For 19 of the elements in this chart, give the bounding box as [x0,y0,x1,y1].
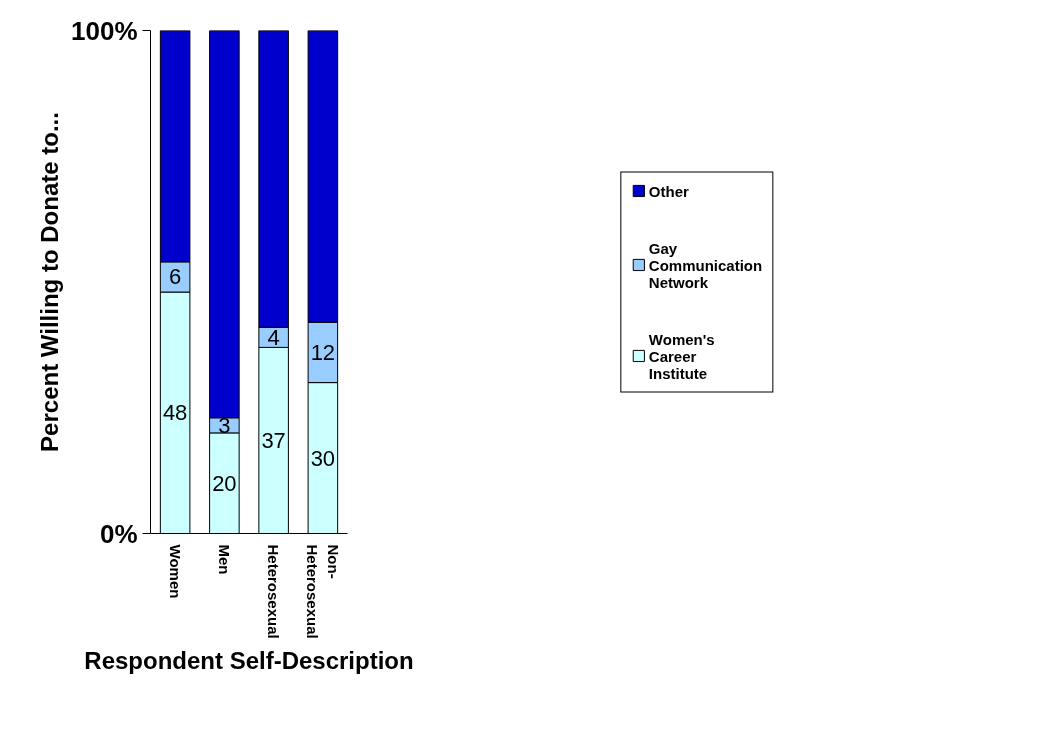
data-label: 6 [169,264,182,290]
legend-label: Gay Communication Network [648,239,763,290]
x-tick-label: Non-Heterosexual [304,544,342,639]
x-tick-label: Women [166,544,184,599]
data-label: 37 [261,427,286,453]
data-label: 48 [162,400,188,426]
x-tick-label: Heterosexual [265,544,283,639]
x-tick-label: Men [215,544,233,575]
data-label: 30 [310,445,336,471]
data-label: 20 [212,470,237,496]
legend-label: Other [648,182,689,199]
data-label: 12 [310,339,336,365]
legend-label: Women's Career Institute [648,330,715,381]
y-axis-title: Percent Willing to Donate to... [36,112,63,452]
y-tick-label: 0% [99,518,138,549]
data-label: 4 [267,324,280,350]
x-axis-title: Respondent Self-Description [84,646,414,674]
data-label: 3 [218,412,231,438]
y-tick-label: 100% [71,15,138,46]
